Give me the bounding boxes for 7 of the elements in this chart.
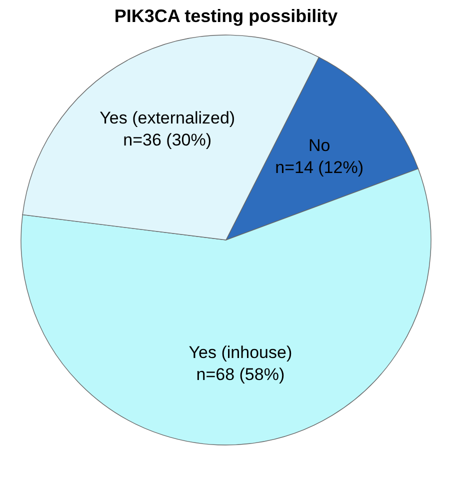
data-label: n=36 (30%) xyxy=(123,130,212,150)
slice-label: No xyxy=(308,136,330,155)
data-label: n=68 (58%) xyxy=(196,365,285,384)
slice-label: Yes (externalized) xyxy=(100,108,236,128)
data-label: n=14 (12%) xyxy=(275,158,364,177)
chart-title: PIK3CA testing possibility xyxy=(114,6,338,26)
slice-label: Yes (inhouse) xyxy=(188,343,292,362)
